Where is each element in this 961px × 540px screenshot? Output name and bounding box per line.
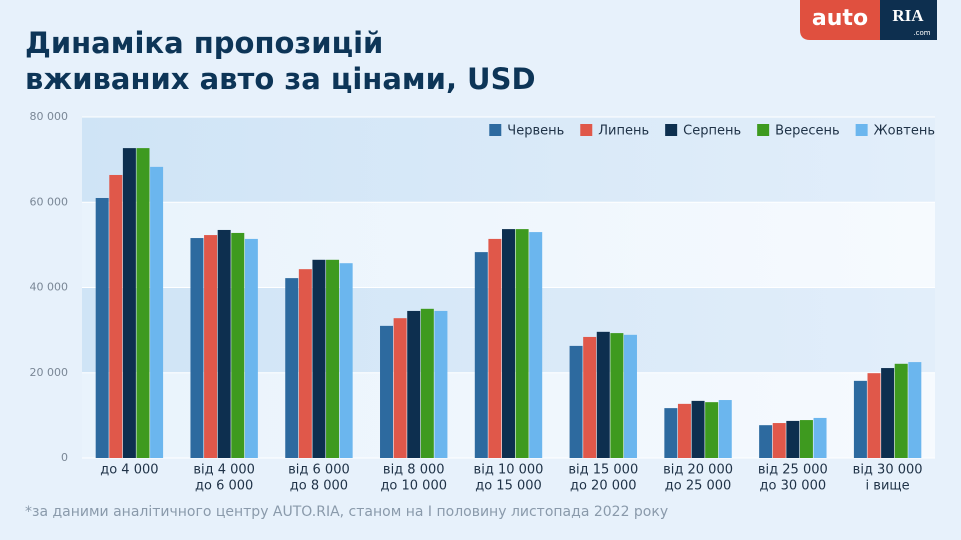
legend-label: Жовтень <box>874 124 935 139</box>
bar <box>204 235 218 458</box>
y-tick-label: 80 000 <box>30 110 69 123</box>
bar <box>407 310 421 458</box>
legend-label: Липень <box>598 124 649 139</box>
x-tick-label: до 10 000 <box>380 479 447 494</box>
bar <box>583 336 597 458</box>
bar <box>150 166 164 458</box>
bar <box>691 400 705 458</box>
logo-left-bg <box>800 0 880 40</box>
bar <box>664 408 678 458</box>
x-tick-label: від 25 000 <box>758 463 828 478</box>
bar <box>677 403 691 458</box>
bar <box>326 259 340 458</box>
bar <box>515 229 529 458</box>
x-tick-label: до 8 000 <box>290 479 348 494</box>
bar <box>109 174 123 458</box>
y-tick-label: 20 000 <box>30 366 69 379</box>
bar <box>488 238 502 458</box>
y-tick-label: 0 <box>61 451 68 464</box>
bar <box>474 252 488 458</box>
y-tick-label: 60 000 <box>30 195 69 208</box>
x-tick-label: і вище <box>866 479 910 494</box>
bar <box>705 402 719 458</box>
bar <box>867 373 881 458</box>
bar <box>569 345 583 458</box>
x-tick-label: від 30 000 <box>853 463 923 478</box>
x-tick-label: до 25 000 <box>665 479 732 494</box>
bar <box>136 148 150 458</box>
bar <box>190 238 204 458</box>
legend-swatch <box>489 124 502 136</box>
logo-ria: RIA <box>892 6 924 25</box>
x-tick-label: від 10 000 <box>474 463 544 478</box>
bar <box>339 263 353 458</box>
bar <box>244 238 258 458</box>
x-tick-label: до 15 000 <box>475 479 542 494</box>
bar <box>393 318 407 458</box>
x-tick-label: до 20 000 <box>570 479 637 494</box>
x-tick-label: від 4 000 <box>193 463 255 478</box>
x-tick-label: від 15 000 <box>568 463 638 478</box>
bar <box>799 420 813 458</box>
bar <box>434 310 448 458</box>
x-tick-label: від 20 000 <box>663 463 733 478</box>
legend-swatch <box>855 124 868 136</box>
bar <box>786 420 800 458</box>
bar <box>623 334 637 458</box>
legend-label: Серпень <box>683 124 741 139</box>
legend-label: Червень <box>507 124 564 139</box>
bar <box>881 368 895 458</box>
legend-label: Вересень <box>775 124 839 139</box>
bar <box>908 362 922 458</box>
logo-auto: auto <box>812 6 868 31</box>
bar <box>813 417 827 458</box>
chart-title: Динаміка пропозицій <box>25 26 383 60</box>
bar <box>217 229 231 458</box>
bar <box>529 232 543 458</box>
bar <box>312 259 326 458</box>
bar <box>759 425 773 458</box>
bar <box>231 232 245 458</box>
x-tick-label: від 6 000 <box>288 463 350 478</box>
x-tick-label: до 30 000 <box>760 479 827 494</box>
bar <box>610 333 624 458</box>
logo-com: .com <box>913 29 930 37</box>
x-tick-label: до 4 000 <box>100 463 158 478</box>
bar <box>380 325 394 458</box>
bar <box>95 197 109 459</box>
legend-swatch <box>580 124 593 136</box>
legend-swatch <box>757 124 770 136</box>
logo-right-bg <box>880 0 937 40</box>
bar <box>772 423 786 458</box>
x-tick-label: до 6 000 <box>195 479 253 494</box>
x-tick-label: від 8 000 <box>383 463 445 478</box>
bar <box>853 380 867 458</box>
plot-band <box>82 117 935 203</box>
bar <box>122 148 136 458</box>
bar <box>502 229 515 458</box>
bar <box>285 278 299 458</box>
bar <box>420 308 434 458</box>
legend-swatch <box>665 124 678 136</box>
y-tick-label: 40 000 <box>30 281 69 294</box>
bar <box>718 400 732 458</box>
bar <box>894 363 908 458</box>
chart-title: вживаних авто за цінами, USD <box>25 62 536 96</box>
bar <box>596 331 610 458</box>
footnote: *за даними аналітичного центру AUTO.RIA,… <box>25 504 668 520</box>
bar <box>298 269 312 458</box>
